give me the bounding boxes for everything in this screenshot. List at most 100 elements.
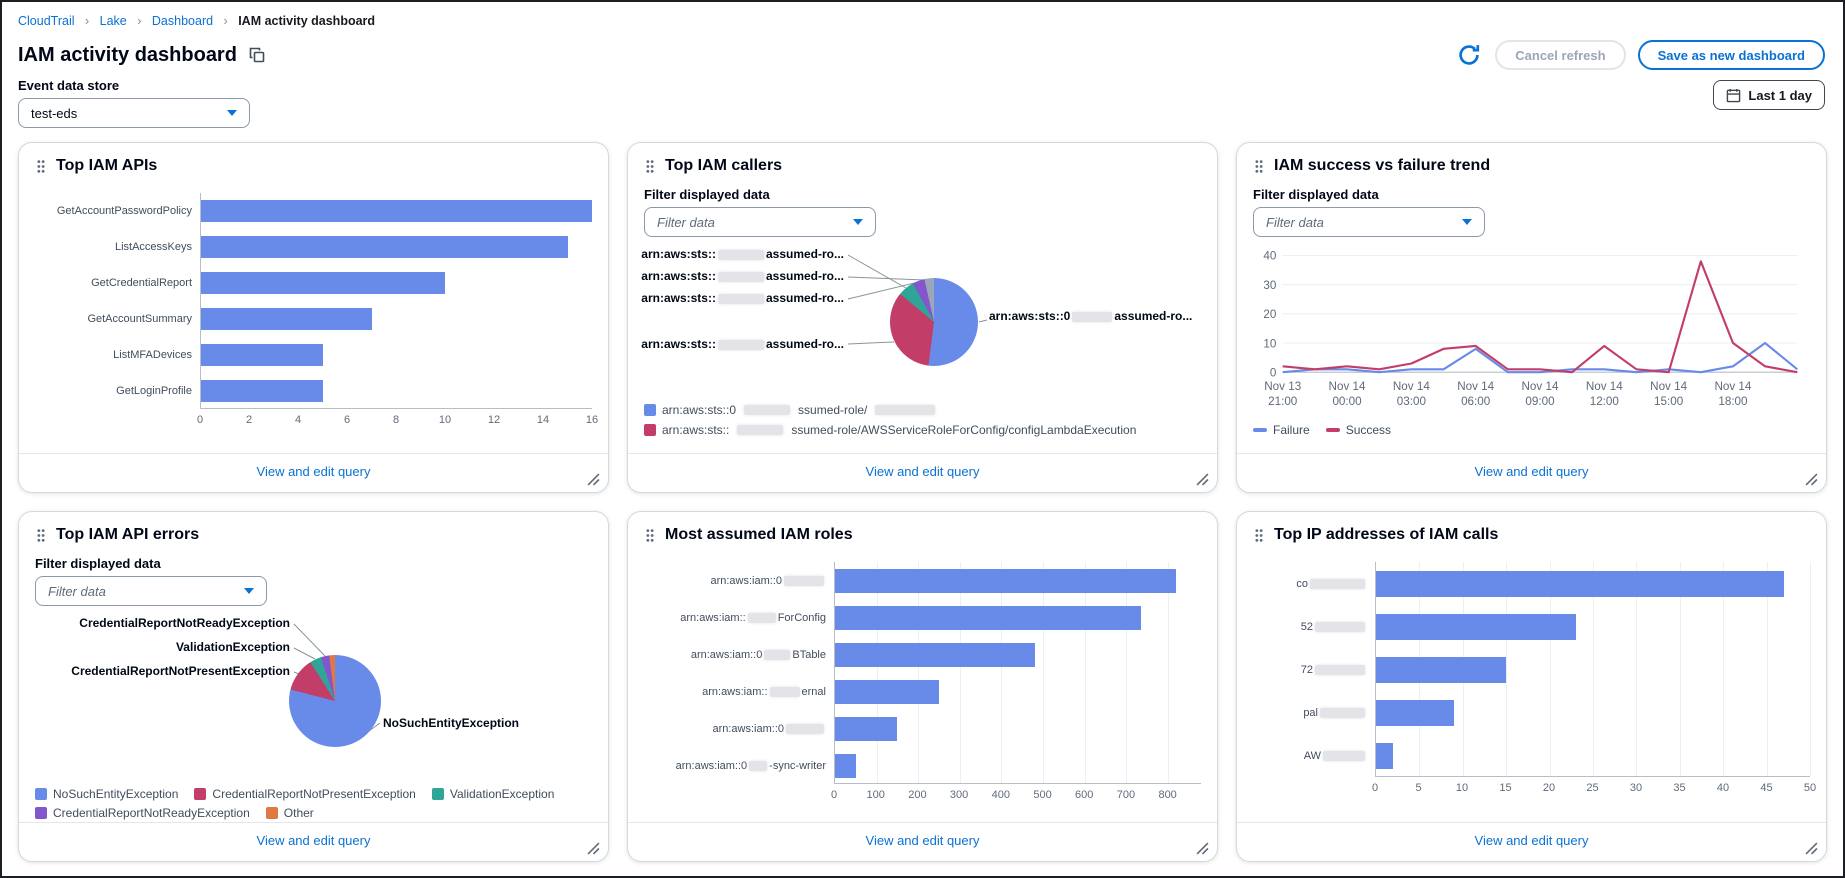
label-text: CredentialReportNotReadyException [79, 616, 290, 630]
label-text: pal [1303, 706, 1318, 719]
bar[interactable] [1376, 613, 1576, 640]
label-text: GetAccountPasswordPolicy [56, 205, 192, 217]
label-text: arn:aws:sts:: [641, 291, 716, 305]
label-text: NoSuchEntityException [383, 716, 520, 730]
legend-swatch [35, 788, 47, 800]
chevron-down-icon [1462, 219, 1472, 225]
bar-category-label: co [1253, 562, 1375, 605]
gridline [1001, 562, 1003, 783]
bar[interactable] [1376, 699, 1455, 726]
copy-icon[interactable] [247, 45, 267, 65]
view-edit-query-link[interactable]: View and edit query [865, 833, 980, 848]
bar[interactable] [1376, 656, 1507, 683]
resize-handle-icon[interactable] [587, 473, 600, 486]
filter-select[interactable]: Filter data [644, 207, 876, 237]
bar[interactable] [201, 380, 324, 402]
bar-plot-area: 0 5 10 15 20 25 30 35 40 45 50 [1372, 562, 1816, 800]
view-edit-query-link[interactable]: View and edit query [256, 464, 371, 479]
label-text: GetAccountSummary [87, 313, 192, 325]
filter-select[interactable]: Filter data [35, 576, 267, 606]
svg-text:15:00: 15:00 [1654, 395, 1684, 408]
legend-item: CredentialReportNotReadyException [35, 806, 250, 820]
axis-tick-label: 800 [1158, 789, 1177, 801]
redacted-text [717, 271, 764, 282]
bar-category-labels: co 52 72 pal AW [1253, 562, 1375, 800]
legend-item: CredentialReportNotPresentException [194, 787, 416, 801]
bar[interactable] [201, 200, 592, 222]
breadcrumb-lake[interactable]: Lake [99, 14, 127, 28]
axis-tick-label: 4 [294, 414, 302, 426]
legend-item: Failure [1253, 423, 1310, 437]
bar[interactable] [1376, 742, 1394, 769]
drag-handle-icon[interactable] [35, 159, 47, 174]
resize-handle-icon[interactable] [587, 842, 600, 855]
bar[interactable] [835, 679, 939, 704]
label-text: co [1296, 577, 1308, 590]
view-edit-query-link[interactable]: View and edit query [865, 464, 980, 479]
save-as-new-dashboard-button[interactable]: Save as new dashboard [1637, 40, 1825, 70]
pie-chart: CredentialReportNotReadyException Validat… [35, 616, 592, 781]
cancel-refresh-button[interactable]: Cancel refresh [1495, 40, 1626, 70]
bar-category-label: GetAccountPasswordPolicy [35, 193, 200, 229]
pie-slice-label: NoSuchEntityException [383, 716, 519, 730]
controls-row: Event data store test-eds Last 1 day [2, 70, 1843, 128]
chart-legend: Failure Success [1253, 421, 1810, 442]
filter-select[interactable]: Filter data [1253, 207, 1485, 237]
chevron-down-icon [244, 588, 254, 594]
redacted-text [1315, 664, 1365, 675]
refresh-button[interactable] [1455, 41, 1483, 69]
svg-text:Nov 14: Nov 14 [1393, 380, 1430, 393]
pie-slice-label: arn:aws:sts:: assumed-ro... [641, 247, 844, 261]
legend-swatch [431, 788, 444, 800]
bar[interactable] [201, 308, 373, 330]
pie[interactable] [890, 278, 978, 366]
drag-handle-icon[interactable] [1253, 159, 1265, 174]
bar[interactable] [835, 716, 898, 741]
panel-iam-success-failure-trend: IAM success vs failure trend Filter displ… [1236, 142, 1827, 493]
breadcrumb-cloudtrail[interactable]: CloudTrail [18, 14, 75, 28]
axis-tick-label: 15 [1499, 782, 1512, 794]
pie-chart: arn:aws:sts:: assumed-ro... arn:aws:sts:: a… [641, 247, 1201, 397]
label-text: AW [1303, 749, 1321, 762]
drag-handle-icon[interactable] [1253, 528, 1265, 543]
time-range-button[interactable]: Last 1 day [1713, 80, 1825, 110]
resize-handle-icon[interactable] [1805, 473, 1818, 486]
drag-handle-icon[interactable] [644, 528, 656, 543]
label-text: assumed-ro... [765, 291, 844, 305]
view-edit-query-link[interactable]: View and edit query [256, 833, 371, 848]
label-text: ForConfig [777, 611, 826, 624]
breadcrumb: CloudTrail › Lake › Dashboard › IAM acti… [2, 2, 1843, 28]
bar[interactable] [835, 605, 1141, 630]
bar[interactable] [835, 642, 1035, 667]
axis-tick-label: 400 [991, 789, 1010, 801]
redacted-text [1072, 311, 1113, 322]
bar[interactable] [835, 753, 856, 778]
event-data-store-select[interactable]: test-eds [18, 98, 250, 128]
resize-handle-icon[interactable] [1805, 842, 1818, 855]
chevron-down-icon [853, 219, 863, 225]
gridline [1810, 562, 1811, 776]
pie[interactable] [289, 655, 381, 747]
label-text: BTable [792, 648, 826, 661]
label-text: arn:aws:iam:: [680, 611, 746, 624]
bar[interactable] [1376, 570, 1784, 597]
bar[interactable] [201, 344, 324, 366]
view-edit-query-link[interactable]: View and edit query [1474, 833, 1589, 848]
bar[interactable] [835, 568, 1177, 593]
drag-handle-icon[interactable] [644, 159, 656, 174]
view-edit-query-link[interactable]: View and edit query [1474, 464, 1589, 479]
drag-handle-icon[interactable] [35, 528, 47, 543]
bar-plot [1375, 562, 1811, 777]
resize-handle-icon[interactable] [1196, 473, 1209, 486]
bar[interactable] [201, 272, 446, 294]
axis-tick-label: 50 [1803, 782, 1817, 794]
breadcrumb-dashboard[interactable]: Dashboard [151, 14, 214, 28]
legend-swatch [644, 424, 656, 436]
bar[interactable] [201, 236, 568, 258]
bar-plot-area: 0 100 200 300 400 500 600 700 800 [831, 562, 1201, 807]
resize-handle-icon[interactable] [1196, 842, 1209, 855]
panel-body: GetAccountPasswordPolicy ListAccessKeys Ge… [19, 179, 608, 453]
label-text: assumed-ro... [1114, 309, 1193, 323]
legend-swatch [1253, 427, 1267, 432]
label-text: 72 [1300, 663, 1313, 676]
